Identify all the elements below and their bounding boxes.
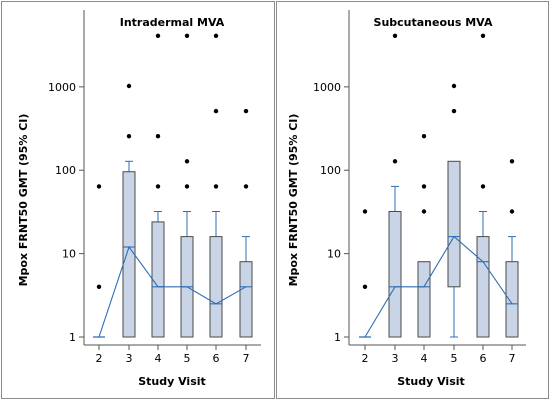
x-axis-title-left: Study Visit [138, 375, 206, 388]
outlier-right-visit-4-0 [421, 209, 427, 214]
y-tick-label-left-100: 100 [55, 164, 76, 177]
x-tick-label-left-5: 5 [184, 352, 191, 365]
y-tick-label-left-1: 1 [69, 331, 76, 344]
outlier-left-visit-6-1 [213, 108, 219, 114]
box-left-visit-7 [239, 261, 253, 338]
x-tick-label-right-3: 3 [392, 352, 399, 365]
x-tick-label-left-3: 3 [126, 352, 133, 365]
outlier-right-visit-4-1 [421, 184, 427, 189]
y-tick-label-right-1: 1 [334, 331, 341, 344]
y-tick-label-left-10: 10 [62, 248, 76, 261]
x-tick-label-left-2: 2 [96, 352, 103, 365]
outlier-left-visit-6-2 [213, 33, 219, 38]
plot-area-left: 1 10 100 1000 2 3 4 5 6 7 [48, 10, 261, 365]
plot-area-right: 1 10 100 1000 2 3 4 5 6 7 [313, 10, 526, 365]
outlier-right-visit-2-0 [362, 284, 368, 289]
outlier-left-visit-4-1 [155, 134, 161, 139]
outlier-left-visit-5-0 [184, 184, 190, 189]
y-tick-label-right-1000: 1000 [313, 81, 341, 94]
x-tick-label-right-6: 6 [480, 352, 487, 365]
box-left-visit-4 [151, 221, 165, 338]
box-right-visit-5 [447, 160, 461, 288]
box-left-visit-6 [209, 236, 223, 338]
outlier-left-visit-6-0 [213, 184, 219, 189]
outlier-right-visit-2-1 [362, 209, 368, 214]
outlier-right-visit-6-0 [480, 184, 486, 189]
y-axis-title-right: Mpox FRNT50 GMT (95% CI) [287, 114, 300, 287]
box-left-visit-3 [122, 171, 136, 338]
box-right-visit-6 [476, 236, 490, 338]
outlier-right-visit-7-1 [509, 159, 515, 164]
outlier-right-visit-5-0 [451, 108, 457, 114]
outlier-left-visit-7-0 [243, 184, 249, 189]
x-tick-label-right-5: 5 [451, 352, 458, 365]
chart-title-left: Intradermal MVA [120, 16, 225, 29]
x-tick-label-left-4: 4 [155, 352, 162, 365]
box-right-visit-4 [417, 261, 431, 338]
outlier-left-visit-7-1 [243, 108, 249, 114]
x-tick-label-right-7: 7 [509, 352, 516, 365]
y-axis-title-left: Mpox FRNT50 GMT (95% CI) [17, 114, 30, 287]
outlier-right-visit-4-2 [421, 134, 427, 139]
panel-border-right [276, 1, 549, 399]
x-tick-label-right-4: 4 [421, 352, 428, 365]
outlier-left-visit-5-2 [184, 33, 190, 38]
outlier-right-visit-3-0 [392, 159, 398, 164]
x-tick-label-left-7: 7 [243, 352, 250, 365]
box-right-visit-7 [505, 261, 519, 338]
outlier-right-visit-7-0 [509, 209, 515, 214]
y-tick-label-left-1000: 1000 [48, 81, 76, 94]
box-right-visit-3 [388, 211, 402, 338]
x-tick-label-left-6: 6 [213, 352, 220, 365]
panel-border-left [1, 1, 275, 399]
x-tick-label-right-2: 2 [362, 352, 369, 365]
outlier-left-visit-3-0 [126, 134, 132, 139]
outlier-left-visit-2-1 [96, 184, 102, 189]
y-tick-label-right-10: 10 [327, 248, 341, 261]
outlier-left-visit-3-1 [126, 83, 132, 89]
y-tick-label-right-100: 100 [320, 164, 341, 177]
outlier-left-visit-2-0 [96, 284, 102, 289]
outlier-right-visit-5-1 [451, 83, 457, 89]
outlier-left-visit-5-1 [184, 159, 190, 164]
outlier-right-visit-3-1 [392, 33, 398, 38]
chart-title-right: Subcutaneous MVA [374, 16, 493, 29]
x-axis-title-right: Study Visit [397, 375, 465, 388]
median-line-right [364, 235, 513, 338]
outlier-left-visit-4-0 [155, 184, 161, 189]
outlier-left-visit-4-2 [155, 33, 161, 38]
median-line-left [98, 245, 247, 338]
outlier-right-visit-6-1 [480, 33, 486, 38]
